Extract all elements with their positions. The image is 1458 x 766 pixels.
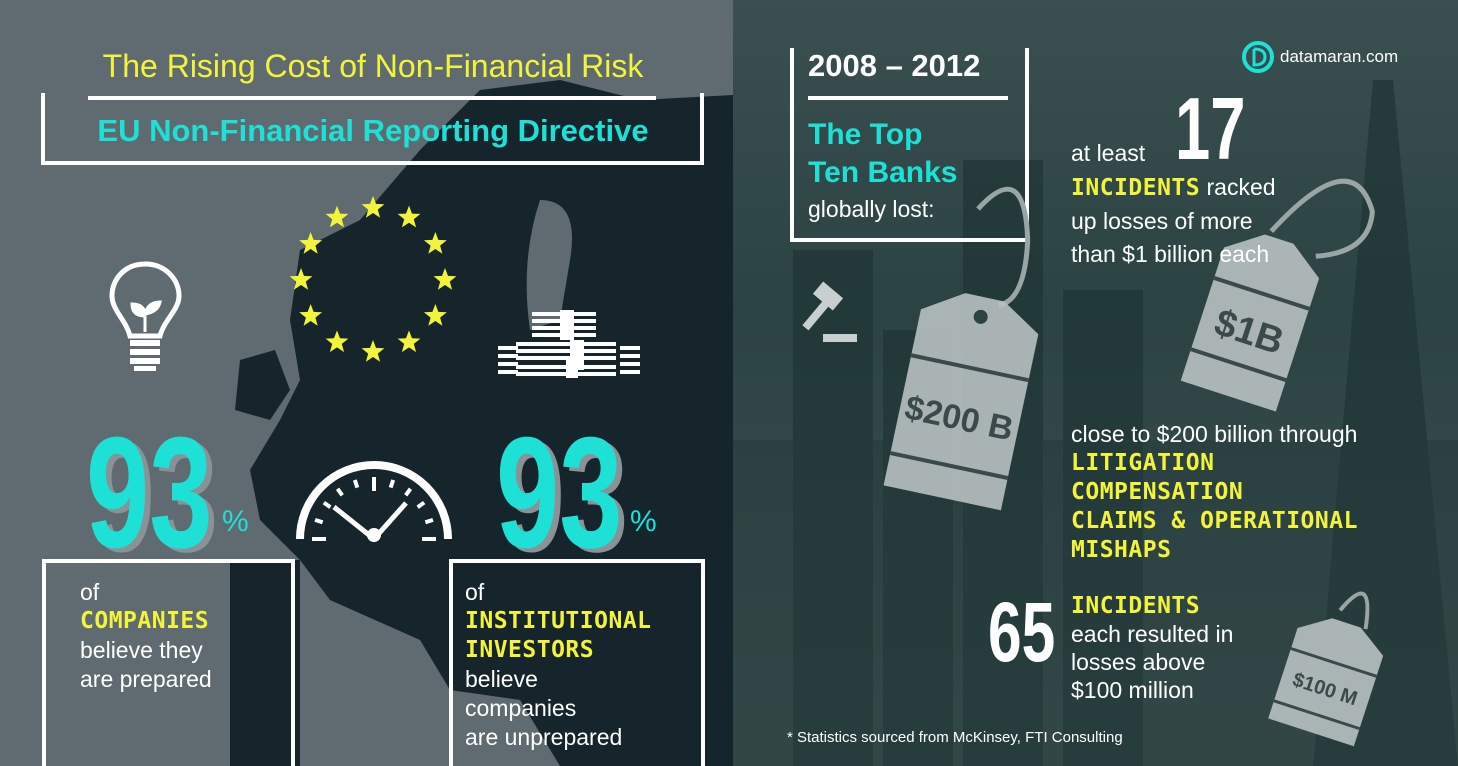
star — [397, 330, 421, 353]
stat2-box — [449, 559, 705, 766]
gauge-tick — [388, 479, 396, 489]
gauge-tick — [314, 517, 324, 525]
stat2-value: 93 — [496, 405, 623, 581]
fact2-highlight: MISHAPS — [1071, 537, 1172, 563]
frame-right — [700, 93, 704, 165]
footnote: * Statistics sourced from McKinsey, FTI … — [787, 729, 1123, 746]
caption-line: companies — [465, 695, 577, 721]
fact1-pre: at least — [1071, 140, 1146, 166]
fact1-rest: racked — [1206, 174, 1276, 200]
stat1-value: 93 — [86, 405, 213, 581]
star — [361, 340, 385, 362]
price-tags: $200 B $1B $100 M — [883, 178, 1384, 747]
price-tag-1b: $1B — [1180, 178, 1375, 412]
star — [397, 205, 421, 228]
money-stack-icon — [498, 310, 640, 378]
caption-line: believe they — [80, 637, 203, 663]
stat1-caption: of COMPANIES believe they are prepared — [80, 578, 212, 694]
star — [433, 268, 457, 290]
star — [423, 304, 447, 326]
fact2-text: close to $200 billion through LITIGATION… — [1071, 420, 1358, 565]
gauge-tick — [404, 487, 413, 497]
fact3-line: $100 million — [1071, 677, 1194, 703]
star — [325, 330, 349, 353]
brand-link[interactable]: datamaran.com — [1280, 47, 1399, 66]
fact2-highlight: COMPENSATION — [1071, 479, 1244, 505]
europe-map — [230, 80, 733, 766]
stat1-box — [42, 559, 295, 766]
frame-left — [41, 93, 45, 165]
left-panel: The Rising Cost of Non-Financial Risk EU… — [41, 48, 733, 766]
star — [361, 196, 385, 218]
fact1-number: 17 — [1175, 79, 1246, 178]
fact2-highlight: LITIGATION — [1071, 450, 1215, 476]
caption-line: believe — [465, 666, 538, 692]
caption-highlight: COMPANIES — [80, 608, 210, 634]
stat1-unit: % — [222, 505, 249, 538]
star — [325, 205, 349, 228]
divider — [88, 96, 656, 100]
years: 2008 – 2012 — [808, 48, 981, 83]
price-tag-100m: $100 M — [1268, 591, 1384, 747]
gauge-tick — [424, 517, 434, 525]
fact3-text: INCIDENTS each resulted in losses above … — [1071, 592, 1233, 704]
fact3-line: losses above — [1071, 649, 1206, 675]
star — [299, 232, 323, 254]
caption-line: of — [465, 579, 485, 605]
gavel-icon — [802, 281, 857, 342]
caption-line: are prepared — [80, 666, 212, 692]
price-tag-200b: $200 B — [883, 186, 1039, 511]
page-title: The Rising Cost of Non-Financial Risk — [102, 48, 644, 84]
gauge-tick — [335, 487, 344, 497]
star — [290, 268, 313, 290]
frame-left — [790, 48, 794, 242]
fact3-line: each resulted in — [1071, 621, 1234, 647]
lightbulb-plant-icon — [109, 261, 182, 371]
fact3-number: 65 — [988, 585, 1056, 679]
gauge-tick — [416, 500, 426, 509]
heading-line: Ten Banks — [808, 156, 958, 189]
gauge-icon — [296, 461, 452, 543]
divider — [808, 96, 1008, 100]
fact1-line: up losses of more — [1071, 208, 1253, 234]
fact1-highlight: INCIDENTS — [1071, 175, 1201, 201]
stat2-unit: % — [630, 505, 657, 538]
caption-line: are unprepared — [465, 724, 623, 750]
fact1-line: than $1 billion each — [1071, 241, 1270, 267]
subtitle: EU Non-Financial Reporting Directive — [97, 113, 649, 148]
fact3-highlight: INCIDENTS — [1071, 593, 1201, 619]
frame-bottom — [41, 161, 704, 165]
datamaran-logo-icon — [1242, 41, 1274, 73]
fact1-text: INCIDENTS racked up losses of more than … — [1071, 171, 1276, 271]
heading-sub: globally lost: — [808, 196, 935, 222]
fact2-pre: close to $200 billion through — [1071, 421, 1358, 447]
gauge-tick — [352, 479, 360, 489]
frame-bottom — [790, 238, 1029, 242]
heading: The Top Ten Banks — [808, 116, 958, 192]
star — [423, 232, 447, 254]
star — [299, 304, 323, 326]
caption-highlight: INVESTORS — [465, 637, 595, 663]
caption-highlight: INSTITUTIONAL — [465, 608, 652, 634]
frame-right — [1025, 48, 1029, 242]
right-panel: 2008 – 2012 The Top Ten Banks globally l… — [733, 0, 1458, 766]
fact2-highlight: CLAIMS & OPERATIONAL — [1071, 508, 1358, 534]
stat2-caption: of INSTITUTIONAL INVESTORS believe compa… — [465, 578, 652, 752]
heading-line: The Top — [808, 118, 923, 151]
gauge-tick — [322, 500, 332, 509]
eu-stars-icon — [290, 196, 457, 362]
caption-line: of — [80, 579, 100, 605]
